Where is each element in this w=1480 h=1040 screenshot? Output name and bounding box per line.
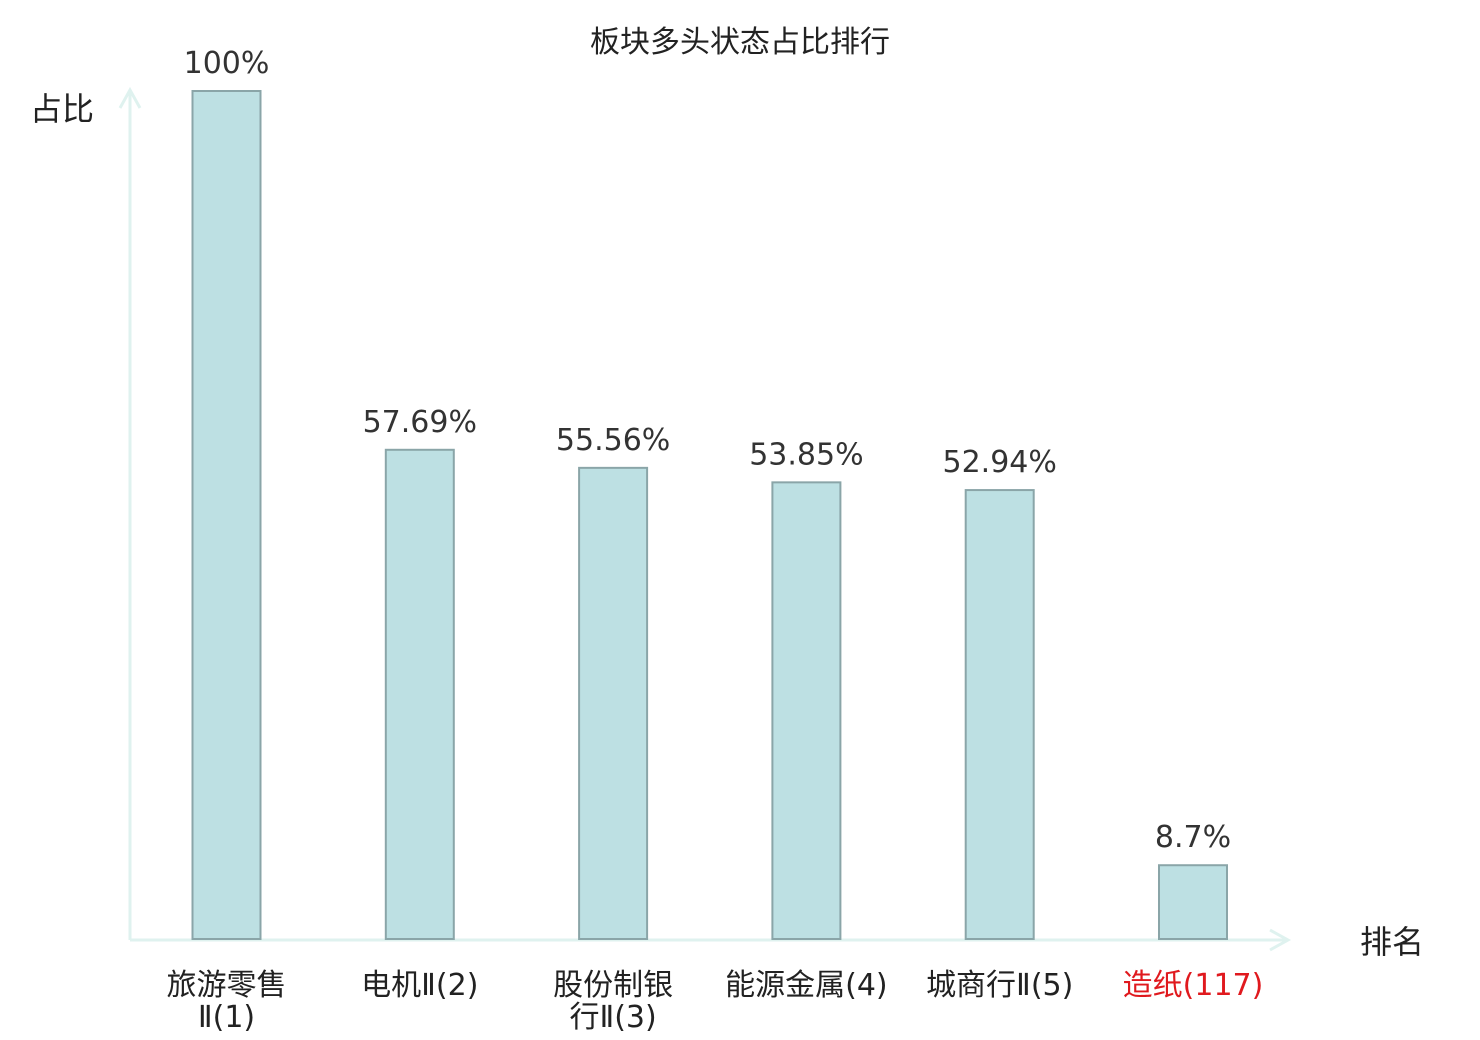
x-tick-label-3-line-2: 行Ⅱ(3) [569, 1000, 656, 1035]
bars-group [191, 90, 1228, 940]
chart-title: 板块多头状态占比排行 [590, 25, 890, 60]
x-tick-label-6: 造纸(117) [1123, 968, 1264, 1003]
value-label-3: 55.56% [556, 423, 670, 458]
x-tick-label-2: 电机Ⅱ(2) [361, 968, 478, 1003]
bar-4 [771, 481, 842, 940]
value-label-2: 57.69% [363, 405, 477, 440]
bar-3 [578, 466, 649, 940]
bar-6 [1158, 864, 1228, 940]
x-tick-label-1-line-2: Ⅱ(1) [198, 1000, 255, 1035]
bar-1 [191, 90, 262, 940]
x-tick-label-3-line-1: 股份制银 [553, 968, 673, 1003]
value-label-6: 8.7% [1155, 820, 1231, 855]
y-axis-label: 占比 [30, 90, 94, 128]
value-labels-group: 100% 57.69% 55.56% 53.85% 52.94% 8.7% [184, 46, 1232, 855]
x-tick-label-1-line-1: 旅游零售 [167, 968, 287, 1003]
value-label-1: 100% [184, 46, 270, 81]
x-axis-label: 排名 [1360, 923, 1424, 961]
value-label-4: 53.85% [749, 437, 863, 472]
x-tick-label-5: 城商行Ⅱ(5) [926, 968, 1073, 1003]
y-axis [118, 86, 142, 940]
x-axis [130, 928, 1292, 952]
bar-5 [964, 489, 1035, 940]
value-label-5: 52.94% [943, 445, 1057, 480]
bar-2 [384, 448, 455, 940]
x-tick-label-4: 能源金属(4) [725, 968, 888, 1003]
